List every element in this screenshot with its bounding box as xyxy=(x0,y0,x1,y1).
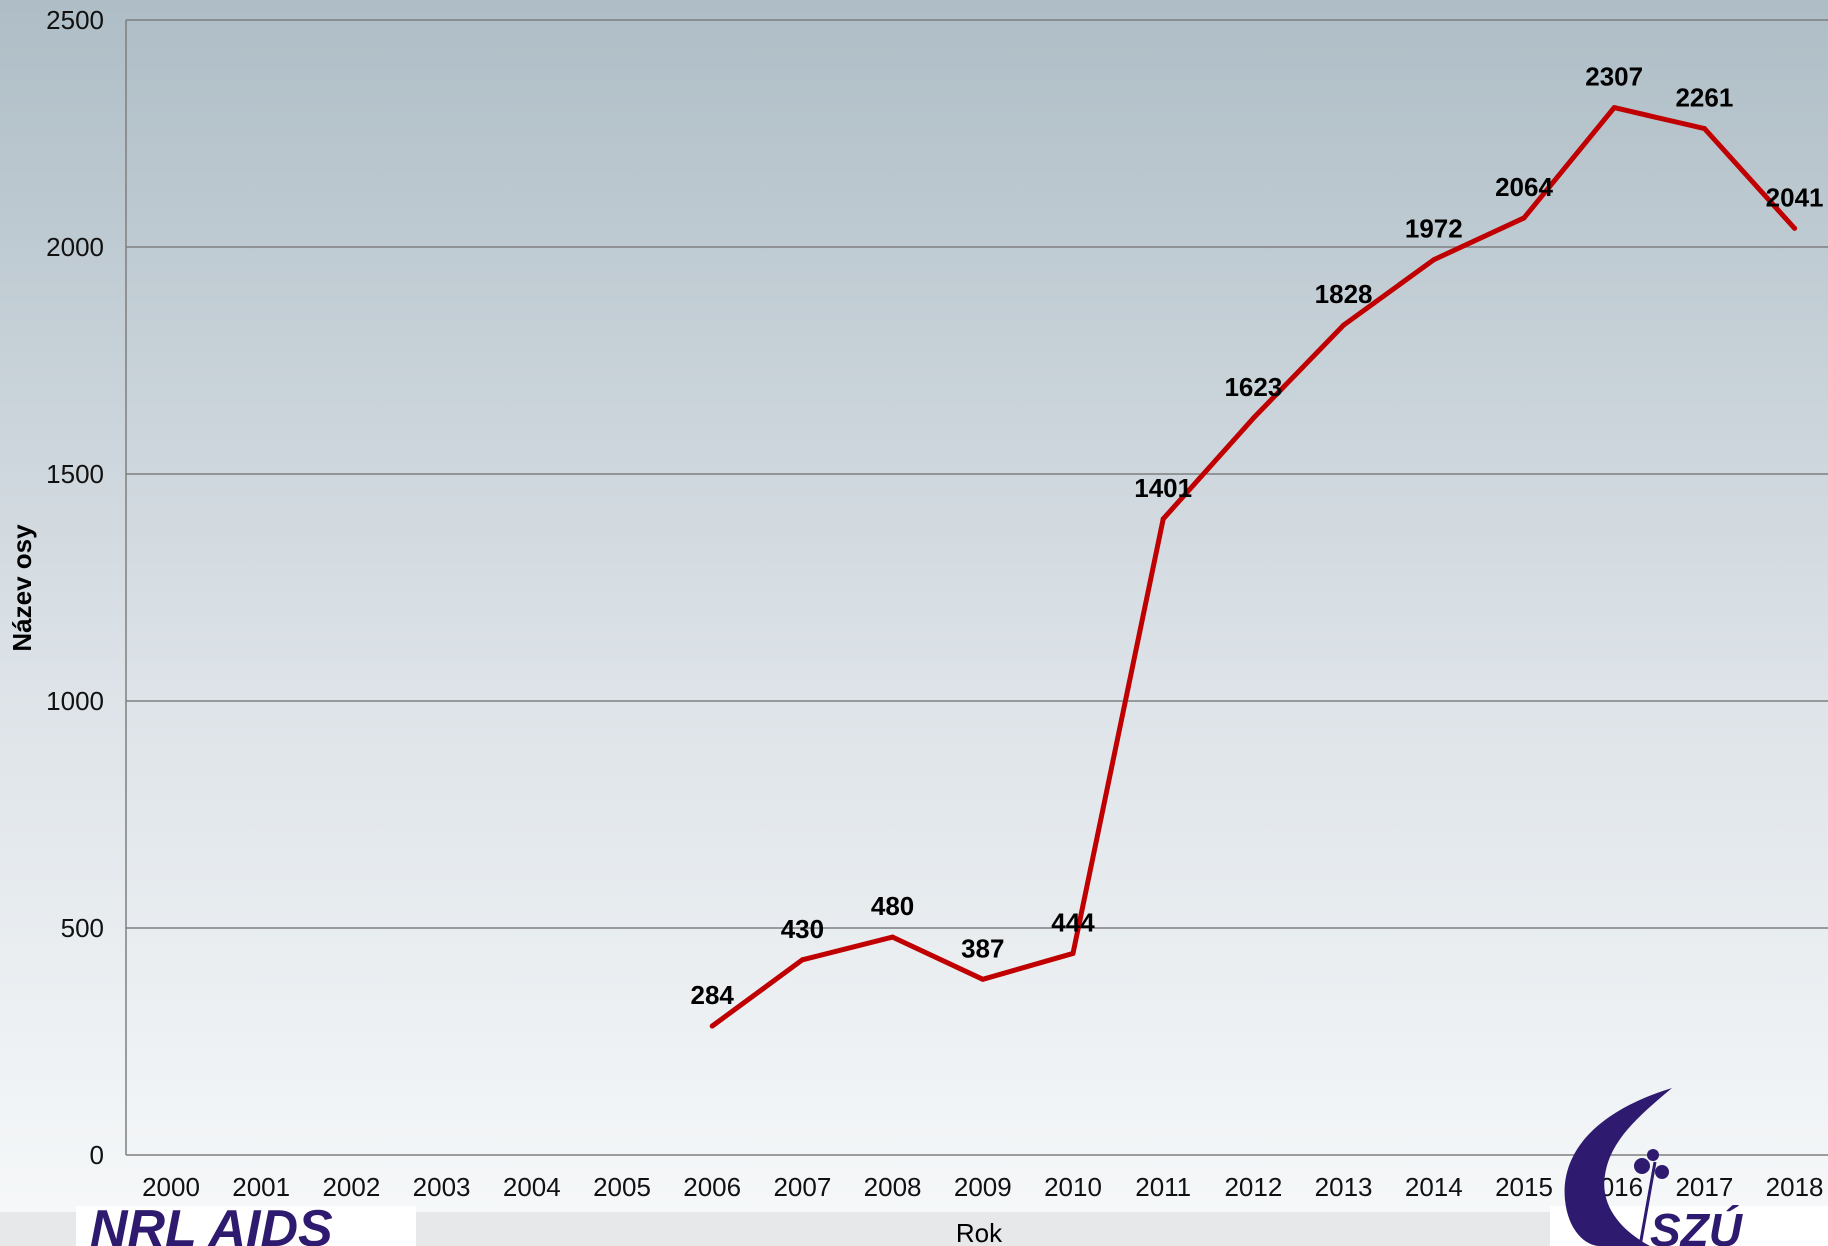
data-point xyxy=(1611,105,1617,111)
data-point xyxy=(1431,257,1437,263)
nrl-aids-logo-text: NRL AIDS xyxy=(90,1200,333,1246)
x-axis-title: Rok xyxy=(956,1218,1003,1246)
szu-logo-dot xyxy=(1655,1165,1669,1179)
data-label: 444 xyxy=(1051,907,1095,937)
data-label: 2064 xyxy=(1495,172,1553,202)
x-tick-label: 2015 xyxy=(1495,1172,1553,1202)
y-tick-label: 0 xyxy=(90,1140,104,1170)
y-tick-label: 2500 xyxy=(46,5,104,35)
x-tick-label: 2012 xyxy=(1224,1172,1282,1202)
x-tick-label: 2013 xyxy=(1315,1172,1373,1202)
data-point xyxy=(1701,126,1707,132)
data-label: 480 xyxy=(871,891,914,921)
data-point xyxy=(709,1023,715,1029)
y-axis-ticks: 0 500 1000 1500 2000 2500 xyxy=(46,5,104,1170)
x-tick-label: 2011 xyxy=(1135,1172,1191,1202)
data-label: 1401 xyxy=(1134,473,1192,503)
series-lines xyxy=(709,105,1798,1029)
data-label: 284 xyxy=(691,980,735,1010)
gridlines xyxy=(125,19,1828,1156)
data-point xyxy=(890,934,896,940)
data-point xyxy=(799,957,805,963)
data-point xyxy=(1250,415,1256,421)
y-tick-label: 500 xyxy=(61,913,104,943)
x-tick-label: 2018 xyxy=(1766,1172,1824,1202)
x-tick-label: 2004 xyxy=(503,1172,561,1202)
data-point xyxy=(1792,225,1798,231)
x-tick-label: 2005 xyxy=(593,1172,651,1202)
y-tick-label: 2000 xyxy=(46,232,104,262)
x-tick-label: 2007 xyxy=(773,1172,831,1202)
data-label: 2307 xyxy=(1585,62,1643,92)
y-tick-label: 1500 xyxy=(46,459,104,489)
szu-logo-text: SZÚ xyxy=(1650,1204,1744,1246)
x-tick-label: 2017 xyxy=(1675,1172,1733,1202)
szu-logo-swoosh xyxy=(1564,1088,1672,1246)
x-tick-label: 2006 xyxy=(683,1172,741,1202)
data-point xyxy=(980,976,986,982)
x-tick-label: 2009 xyxy=(954,1172,1012,1202)
data-labels: 284 430 480 387 444 1401 1623 1828 1972 2064 2307 2… xyxy=(691,62,1824,1010)
data-label: 2261 xyxy=(1675,83,1733,113)
x-tick-label: 2014 xyxy=(1405,1172,1463,1202)
data-label: 430 xyxy=(781,914,824,944)
x-tick-label: 2010 xyxy=(1044,1172,1102,1202)
szu-logo-stem xyxy=(1638,1161,1657,1246)
data-label: 1972 xyxy=(1405,214,1463,244)
x-tick-label: 2002 xyxy=(322,1172,380,1202)
left-logo-box xyxy=(76,1206,416,1246)
data-point xyxy=(1070,950,1076,956)
y-axis-title: Název osy xyxy=(7,524,37,652)
x-axis-ticks: 2000 2001 2002 2003 2004 2005 2006 2007 2008 2009… xyxy=(142,1172,1823,1202)
x-tick-label: 2000 xyxy=(142,1172,200,1202)
data-point xyxy=(1521,215,1527,221)
data-label: 387 xyxy=(961,933,1004,963)
x-tick-label: 2003 xyxy=(413,1172,471,1202)
data-point xyxy=(1160,516,1166,522)
data-label: 2041 xyxy=(1766,182,1824,212)
szu-logo-dot xyxy=(1634,1158,1650,1174)
szu-logo-dot xyxy=(1647,1149,1659,1161)
data-point xyxy=(1341,322,1347,328)
x-tick-label: 2001 xyxy=(232,1172,290,1202)
y-tick-label: 1000 xyxy=(46,686,104,716)
data-label: 1828 xyxy=(1315,279,1373,309)
nrl-aids-logo: NRL AIDS xyxy=(90,1200,333,1246)
szu-logo: SZÚ xyxy=(1564,1088,1744,1246)
data-label: 1623 xyxy=(1224,372,1282,402)
x-tick-label: 2008 xyxy=(864,1172,922,1202)
